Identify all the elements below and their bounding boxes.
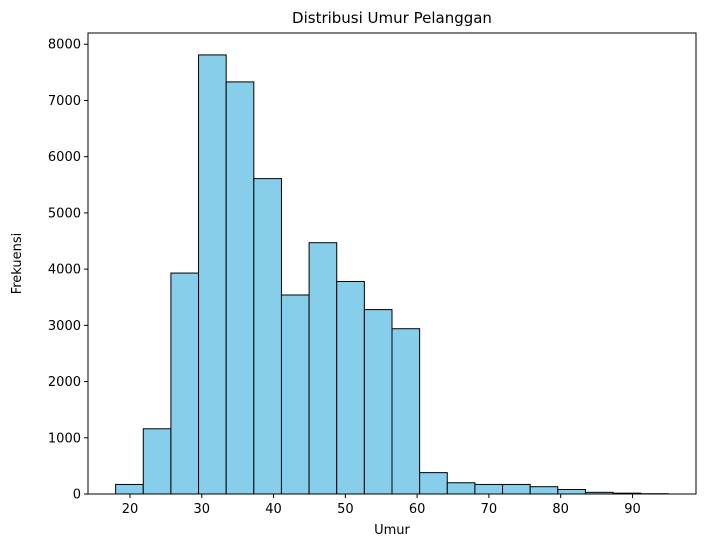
histogram-bar-3 bbox=[198, 54, 227, 495]
histogram-bar-0 bbox=[115, 483, 144, 495]
histogram-bar-4 bbox=[225, 81, 255, 495]
histogram-bar-7 bbox=[308, 242, 338, 495]
plot-frame bbox=[87, 32, 697, 495]
x-tick-label: 80 bbox=[552, 502, 569, 517]
x-tick-label: 70 bbox=[481, 502, 498, 517]
y-tick-label: 5000 bbox=[48, 206, 81, 221]
histogram-bar-11 bbox=[419, 472, 448, 495]
histogram-bar-10 bbox=[391, 328, 421, 495]
y-tick-label: 3000 bbox=[48, 319, 81, 334]
histogram-bar-13 bbox=[474, 483, 504, 495]
histogram-bar-6 bbox=[280, 294, 310, 495]
histogram-bar-9 bbox=[363, 309, 393, 495]
y-tick-label: 2000 bbox=[48, 375, 81, 390]
x-tick-label: 20 bbox=[122, 502, 139, 517]
y-tick-label: 8000 bbox=[48, 38, 81, 53]
histogram-bar-15 bbox=[529, 486, 559, 495]
histogram-bar-12 bbox=[446, 482, 476, 495]
x-axis-title: Umur bbox=[374, 523, 410, 538]
histogram-bar-16 bbox=[557, 489, 586, 495]
histogram-bar-5 bbox=[253, 178, 282, 495]
histogram-bar-8 bbox=[336, 280, 365, 495]
x-tick-label: 60 bbox=[409, 502, 426, 517]
y-axis: 0 1000 2000 3000 4000 5000 6000 7000 8000 bbox=[48, 38, 88, 503]
histogram-bar-1 bbox=[142, 428, 172, 495]
x-tick-label: 90 bbox=[624, 502, 641, 517]
y-tick-label: 6000 bbox=[48, 150, 81, 165]
y-tick-label: 0 bbox=[73, 488, 81, 503]
bars-group bbox=[115, 54, 669, 495]
x-tick-label: 50 bbox=[337, 502, 354, 517]
y-axis-title: Frekuensi bbox=[10, 233, 25, 295]
x-axis: 20 30 40 50 60 70 80 90 bbox=[122, 494, 641, 517]
histogram-bar-2 bbox=[170, 272, 200, 495]
x-tick-label: 40 bbox=[265, 502, 282, 517]
y-tick-label: 4000 bbox=[48, 263, 81, 278]
chart-title: Distribusi Umur Pelanggan bbox=[292, 9, 492, 27]
y-tick-label: 1000 bbox=[48, 431, 81, 446]
x-tick-label: 30 bbox=[194, 502, 211, 517]
y-tick-label: 7000 bbox=[48, 94, 81, 109]
histogram-bar-14 bbox=[502, 483, 531, 495]
